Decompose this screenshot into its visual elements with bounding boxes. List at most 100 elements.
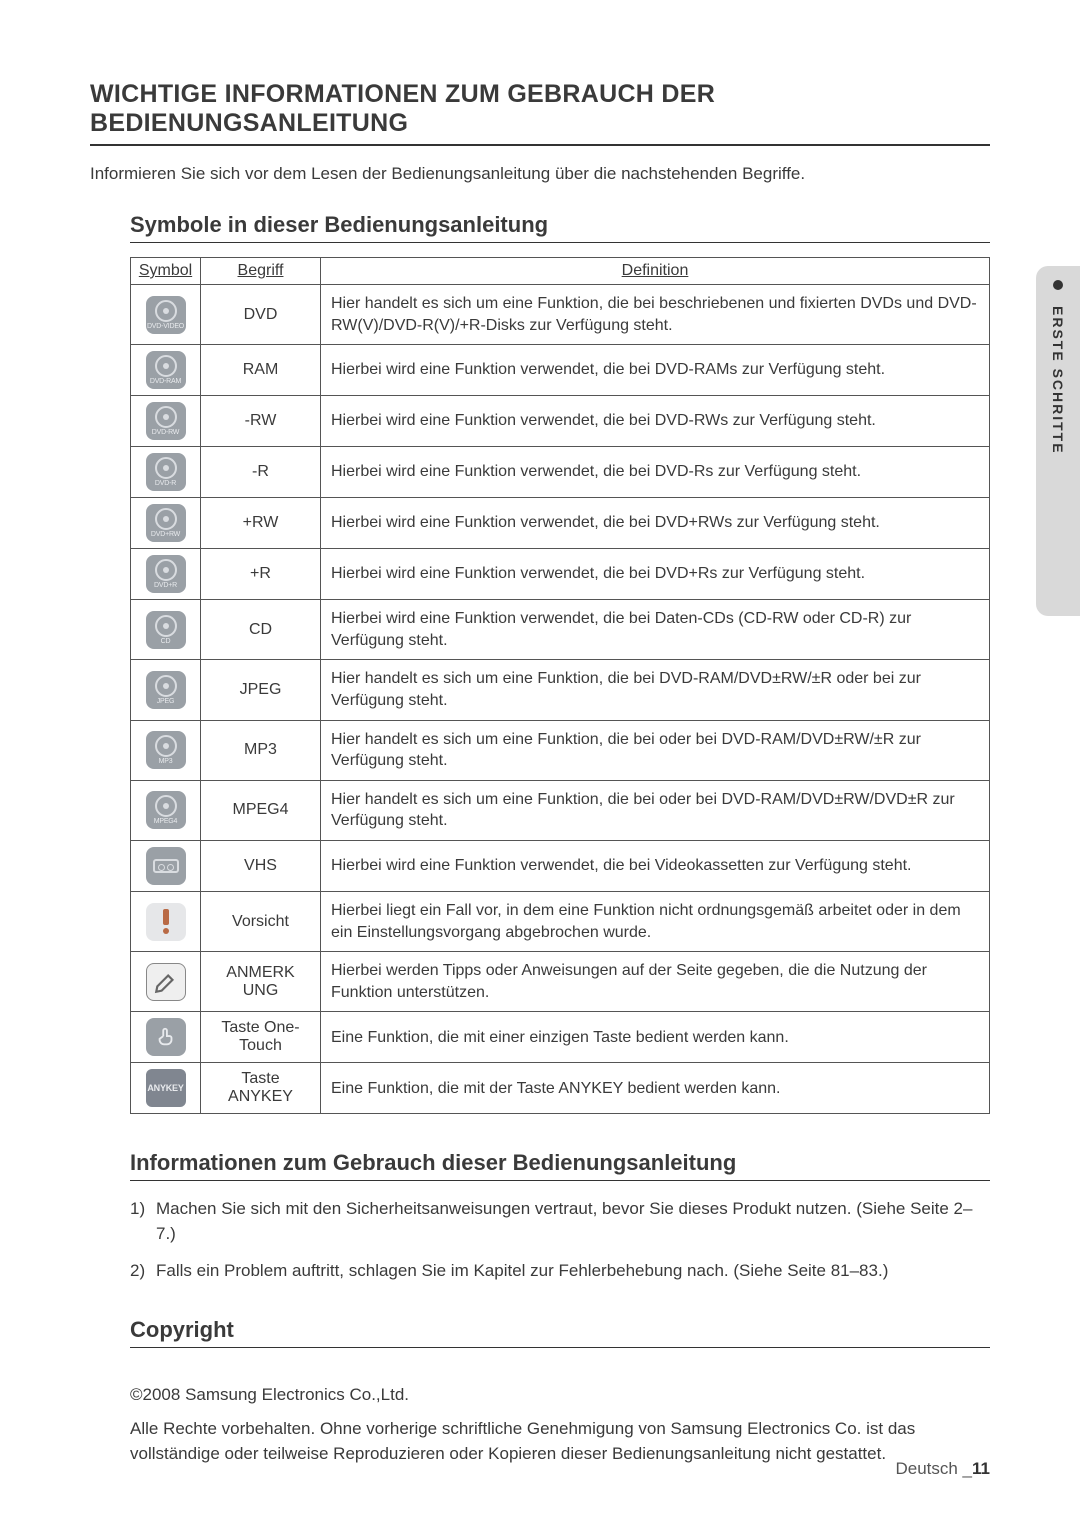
cell-symbol: JPEG	[131, 660, 201, 720]
table-row: ANYKEY TasteANYKEYEine Funktion, die mit …	[131, 1063, 990, 1114]
page-title: WICHTIGE INFORMATIONEN ZUM GEBRAUCH DER …	[90, 80, 990, 146]
cell-symbol	[131, 891, 201, 951]
th-symbol: Symbol	[131, 258, 201, 285]
copyright-block: ©2008 Samsung Electronics Co.,Ltd. Alle …	[130, 1382, 990, 1467]
cell-symbol	[131, 952, 201, 1012]
footer-lang: Deutsch _	[895, 1459, 972, 1478]
usage-item: 2)Falls ein Problem auftritt, schlagen S…	[130, 1259, 990, 1284]
note-icon	[146, 963, 186, 1001]
cell-definition: Hier handelt es sich um eine Funktion, d…	[321, 285, 990, 345]
symbols-table-wrap: Symbol Begriff Definition DVD-VIDEODVDHi…	[130, 257, 990, 1114]
cell-term: -RW	[201, 396, 321, 447]
copyright-line1: ©2008 Samsung Electronics Co.,Ltd.	[130, 1382, 990, 1408]
cell-term: MP3	[201, 720, 321, 780]
caution-icon	[146, 903, 186, 941]
cell-term: MPEG4	[201, 780, 321, 840]
cell-definition: Eine Funktion, die mit einer einzigen Ta…	[321, 1012, 990, 1063]
cell-definition: Hierbei wird eine Funktion verwendet, di…	[321, 600, 990, 660]
cell-definition: Hierbei wird eine Funktion verwendet, di…	[321, 498, 990, 549]
table-row: Taste One-TouchEine Funktion, die mit ei…	[131, 1012, 990, 1063]
cell-term: Vorsicht	[201, 891, 321, 951]
cell-definition: Hier handelt es sich um eine Funktion, d…	[321, 780, 990, 840]
cell-term: +R	[201, 549, 321, 600]
table-row: DVD-RAMRAMHierbei wird eine Funktion ver…	[131, 345, 990, 396]
disc-icon: JPEG	[146, 671, 186, 709]
symbols-table: Symbol Begriff Definition DVD-VIDEODVDHi…	[130, 257, 990, 1114]
side-tab-label: ERSTE SCHRITTE	[1050, 306, 1066, 455]
usage-item-number: 2)	[130, 1259, 145, 1284]
cell-symbol: MPEG4	[131, 780, 201, 840]
footer-page-number: 11	[972, 1459, 990, 1478]
side-tab: ERSTE SCHRITTE	[1036, 266, 1080, 616]
table-row: MPEG4MPEG4Hier handelt es sich um eine F…	[131, 780, 990, 840]
cell-definition: Hierbei wird eine Funktion verwendet, di…	[321, 549, 990, 600]
cell-term: DVD	[201, 285, 321, 345]
table-row: VHSHierbei wird eine Funktion verwendet,…	[131, 840, 990, 891]
manual-page: WICHTIGE INFORMATIONEN ZUM GEBRAUCH DER …	[0, 0, 1080, 1527]
section-usage-heading: Informationen zum Gebrauch dieser Bedien…	[130, 1150, 990, 1181]
cell-symbol: ANYKEY	[131, 1063, 201, 1114]
table-row: DVD-R -RHierbei wird eine Funktion verwen…	[131, 447, 990, 498]
cell-symbol: DVD-RW	[131, 396, 201, 447]
cell-term: -R	[201, 447, 321, 498]
table-row: DVD+R +RHierbei wird eine Funktion verwen…	[131, 549, 990, 600]
disc-icon: MPEG4	[146, 791, 186, 829]
cell-symbol: DVD-RAM	[131, 345, 201, 396]
cell-definition: Hierbei liegt ein Fall vor, in dem eine …	[321, 891, 990, 951]
usage-item-number: 1)	[130, 1197, 145, 1222]
disc-icon: DVD+RW	[146, 504, 186, 542]
cell-definition: Hierbei wird eine Funktion verwendet, di…	[321, 396, 990, 447]
usage-item: 1)Machen Sie sich mit den Sicherheitsanw…	[130, 1197, 990, 1246]
table-row: JPEGJPEGHier handelt es sich um eine Fun…	[131, 660, 990, 720]
section-symbols-heading: Symbole in dieser Bedienungsanleitung	[130, 212, 990, 243]
disc-icon: DVD+R	[146, 555, 186, 593]
cell-definition: Hierbei wird eine Funktion verwendet, di…	[321, 840, 990, 891]
intro-text: Informieren Sie sich vor dem Lesen der B…	[90, 164, 990, 184]
cell-definition: Hierbei werden Tipps oder Anweisungen au…	[321, 952, 990, 1012]
table-row: DVD-VIDEO DVDHier handelt es sich um eine…	[131, 285, 990, 345]
cell-symbol: DVD+RW	[131, 498, 201, 549]
cell-term: RAM	[201, 345, 321, 396]
cell-symbol: DVD-VIDEO	[131, 285, 201, 345]
disc-icon: DVD-R	[146, 453, 186, 491]
table-row: CDCDHierbei wird eine Funktion verwendet…	[131, 600, 990, 660]
vhs-icon	[146, 847, 186, 885]
disc-icon: DVD-VIDEO	[146, 296, 186, 334]
cell-symbol: DVD+R	[131, 549, 201, 600]
cell-definition: Hierbei wird eine Funktion verwendet, di…	[321, 345, 990, 396]
disc-icon: CD	[146, 611, 186, 649]
anykey-icon: ANYKEY	[146, 1069, 186, 1107]
disc-icon: DVD-RW	[146, 402, 186, 440]
cell-definition: Hier handelt es sich um eine Funktion, d…	[321, 720, 990, 780]
cell-term: Taste One-Touch	[201, 1012, 321, 1063]
table-row: DVD-RW -RWHierbei wird eine Funktion verw…	[131, 396, 990, 447]
section-copyright-heading: Copyright	[130, 1317, 990, 1348]
cell-term: VHS	[201, 840, 321, 891]
side-tab-dot-icon	[1053, 280, 1063, 290]
cell-term: CD	[201, 600, 321, 660]
usage-list: 1)Machen Sie sich mit den Sicherheitsanw…	[130, 1197, 990, 1283]
cell-definition: Hier handelt es sich um eine Funktion, d…	[321, 660, 990, 720]
table-row: ANMERKUNGHierbei werden Tipps oder Anwei…	[131, 952, 990, 1012]
cell-symbol: CD	[131, 600, 201, 660]
cell-symbol: DVD-R	[131, 447, 201, 498]
cell-term: TasteANYKEY	[201, 1063, 321, 1114]
one-touch-icon	[146, 1018, 186, 1056]
page-footer: Deutsch _11	[895, 1459, 990, 1479]
th-term: Begriff	[201, 258, 321, 285]
cell-symbol: MP3	[131, 720, 201, 780]
cell-symbol	[131, 840, 201, 891]
th-definition: Definition	[321, 258, 990, 285]
cell-definition: Eine Funktion, die mit der Taste ANYKEY …	[321, 1063, 990, 1114]
copyright-line2: Alle Rechte vorbehalten. Ohne vorherige …	[130, 1416, 990, 1467]
table-header-row: Symbol Begriff Definition	[131, 258, 990, 285]
cell-symbol	[131, 1012, 201, 1063]
disc-icon: MP3	[146, 731, 186, 769]
table-row: MP3MP3Hier handelt es sich um eine Funkt…	[131, 720, 990, 780]
table-row: DVD+RW +RWHierbei wird eine Funktion verw…	[131, 498, 990, 549]
cell-term: +RW	[201, 498, 321, 549]
cell-definition: Hierbei wird eine Funktion verwendet, di…	[321, 447, 990, 498]
table-row: VorsichtHierbei liegt ein Fall vor, in d…	[131, 891, 990, 951]
cell-term: JPEG	[201, 660, 321, 720]
cell-term: ANMERKUNG	[201, 952, 321, 1012]
